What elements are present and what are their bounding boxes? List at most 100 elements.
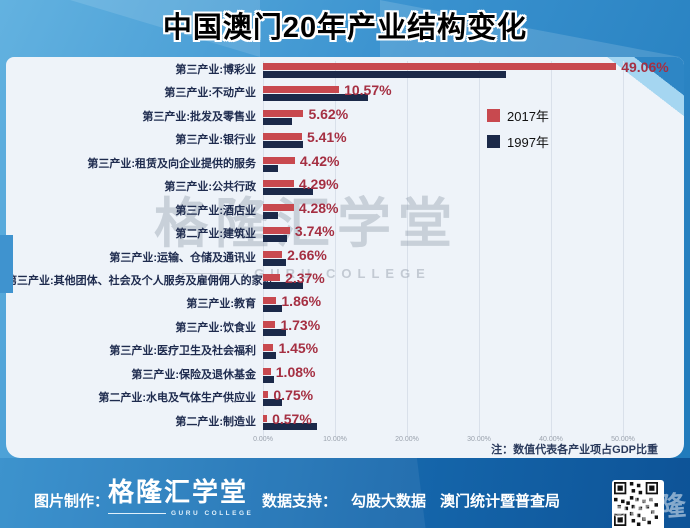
chart-row: 第三产业:酒店业 4.28% (6, 200, 684, 226)
gridline (263, 61, 264, 436)
bar-2017 (263, 156, 295, 164)
bar-2017 (263, 367, 271, 375)
chart-row: 第二产业:制造业 0.57% (6, 410, 684, 437)
bar-group: 0.75% (263, 387, 313, 407)
value-label: 0.57% (272, 410, 312, 427)
bar-group: 10.57% (263, 82, 392, 102)
legend-swatch-1997 (487, 135, 500, 148)
gridline (479, 61, 480, 436)
footer-band: 图片制作： 格隆汇学堂 GURU COLLEGE 数据支持： 勾股大数据 澳门统计暨… (0, 458, 690, 528)
bar-2017 (263, 391, 269, 399)
bar-2017 (263, 63, 617, 70)
chart-row: 第三产业:饮食业 1.73% (6, 317, 684, 343)
bar-2017 (263, 133, 302, 141)
qr-code (612, 480, 664, 528)
category-label: 第三产业:批发及零售业 (142, 110, 256, 123)
bar-group: 2.37% (263, 270, 325, 289)
gridline (407, 61, 408, 436)
corner-watermark-text: 格隆 (629, 490, 690, 525)
bar-group: 1.73% (263, 317, 320, 336)
brand-logo: 格隆汇学堂 GURU COLLEGE (108, 472, 253, 517)
value-label: 2.66% (287, 246, 327, 263)
chart-row: 第三产业:其他团体、社会及个人服务及雇佣佣人的家庭 2.37% (6, 270, 684, 296)
value-label: 10.57% (344, 82, 392, 99)
category-label: 第二产业:制造业 (175, 415, 256, 428)
chart-row: 第三产业:教育 1.86% (6, 293, 684, 319)
gridline (335, 61, 336, 436)
category-label: 第三产业:酒店业 (175, 204, 256, 217)
value-label: 4.42% (299, 152, 340, 169)
bar-2017 (263, 250, 283, 258)
value-label: 4.28% (298, 199, 339, 216)
value-label: 4.29% (298, 176, 339, 193)
bar-rows: 第三产业:博彩业 49.06% 第三产业:不动产业 10.57% 第三产业:批发及零售业… (6, 59, 684, 437)
qr-code-image (614, 482, 658, 526)
bar-group: 4.28% (263, 200, 339, 219)
value-label: 0.75% (273, 387, 314, 404)
chart-row: 第三产业:批发及零售业 5.62% (6, 106, 684, 132)
value-label: 1.45% (278, 340, 319, 357)
chart-row: 第三产业:公共行政 4.29% (6, 176, 684, 202)
value-label: 1.86% (281, 293, 322, 310)
x-axis-tick: 40.00% (539, 436, 563, 443)
bar-1997 (263, 211, 279, 219)
x-axis-tick: 0.00% (253, 436, 273, 443)
legend-item-1997: 1997年 (487, 132, 549, 151)
legend-label-1997: 1997年 (507, 135, 549, 150)
x-axis-tick: 30.00% (467, 436, 491, 443)
chart-row: 第三产业:银行业 5.41% (6, 129, 684, 155)
brand-logo-subtext: GURU COLLEGE (108, 510, 253, 517)
chart-row: 第三产业:医疗卫生及社会福利 1.45% (6, 340, 684, 366)
bar-group: 5.41% (263, 129, 347, 149)
category-label: 第三产业:保险及退休基金 (131, 368, 256, 381)
bar-1997 (263, 328, 287, 336)
value-label: 5.41% (306, 129, 347, 146)
bar-2017 (263, 109, 304, 117)
chart-row: 第三产业:不动产业 10.57% (6, 82, 684, 108)
bar-group: 49.06% (263, 59, 669, 78)
category-label: 第三产业:医疗卫生及社会福利 (109, 345, 256, 358)
bar-1997 (263, 352, 276, 360)
chart-row: 第二产业:建筑业 3.74% (6, 223, 684, 249)
category-label: 第三产业:饮食业 (175, 321, 256, 334)
gridline (551, 61, 552, 436)
bar-1997 (263, 117, 292, 125)
bar-1997 (263, 375, 274, 383)
data-support-label: 数据支持： (262, 493, 338, 510)
chart-row: 第二产业:水电及气体生产供应业 0.75% (6, 387, 684, 413)
header-band: 中国澳门20年产业结构变化 (0, 0, 690, 57)
corner-watermark: ◉格隆 (610, 483, 689, 527)
header-decor-triangle-right (380, 0, 680, 57)
bar-group: 2.66% (263, 247, 327, 266)
bar-1997 (263, 141, 303, 149)
chart-row: 第三产业:保险及退休基金 1.08% (6, 364, 684, 390)
bar-2017 (263, 344, 274, 352)
data-source-1: 勾股大数据 (351, 493, 427, 510)
bar-group: 4.42% (263, 153, 340, 172)
category-label: 第三产业:其他团体、社会及个人服务及雇佣佣人的家庭 (6, 274, 274, 287)
bar-2017 (263, 414, 268, 422)
category-label: 第三产业:银行业 (175, 134, 256, 147)
bar-2017 (263, 203, 294, 211)
bar-1997 (263, 422, 317, 430)
bar-group: 1.86% (263, 293, 321, 313)
category-label: 第三产业:教育 (186, 298, 256, 311)
page-title: 中国澳门20年产业结构变化 (162, 12, 528, 44)
bar-group: 4.29% (263, 176, 339, 196)
bar-1997 (263, 258, 287, 266)
chart-row: 第三产业:租赁及向企业提供的服务 4.42% (6, 153, 684, 179)
corner-watermark-icon: ◉ (610, 498, 630, 520)
bar-1997 (263, 399, 282, 407)
value-label: 1.73% (280, 316, 321, 333)
category-label: 第二产业:水电及气体生产供应业 (98, 392, 256, 405)
bar-group: 1.45% (263, 340, 318, 360)
legend-item-2017: 2017年 (487, 106, 549, 125)
value-label: 49.06% (621, 59, 669, 75)
data-source-2: 澳门统计暨普查局 (440, 493, 561, 510)
bar-2017 (263, 297, 277, 305)
brand-logo-text: 格隆汇学堂 (108, 477, 249, 507)
chart-note: 注：数值代表各产业项占GDP比重 (491, 444, 658, 456)
credit-label: 图片制作： (34, 493, 110, 510)
x-axis-tick: 10.00% (323, 436, 347, 443)
bar-group: 5.62% (263, 106, 348, 125)
